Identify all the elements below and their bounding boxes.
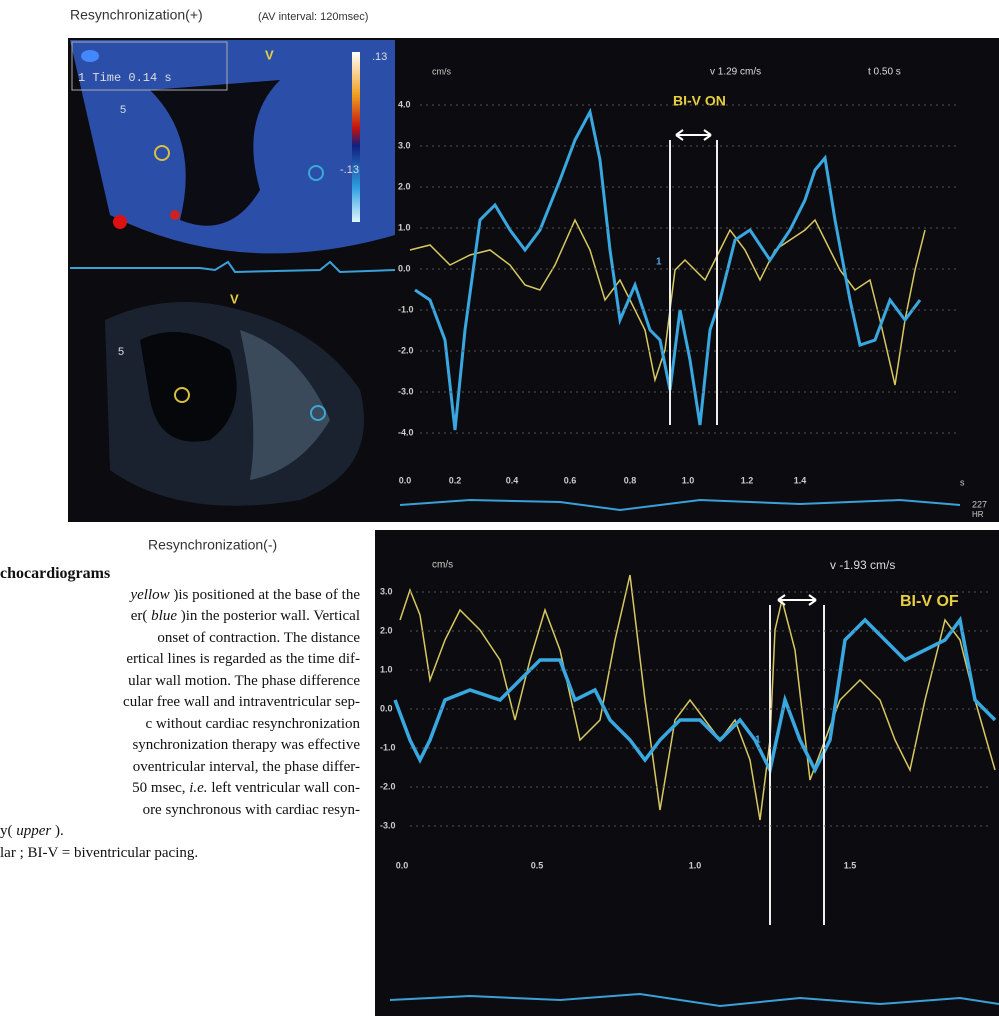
y-tick-label: -1.0 (380, 742, 396, 752)
y-tick-label: -3.0 (398, 386, 414, 396)
caption-term: upper (16, 823, 52, 839)
velocity-chart: cm/s v -1.93 cm/s BI-V OF 1 3.0 2.0 1.0 0.0… (380, 558, 999, 1008)
caption-line: ertical lines is regarded as the time di… (126, 651, 360, 667)
scale-min: -.13 (340, 164, 359, 176)
caption-text: ). (55, 823, 64, 839)
caption-term: yellow (130, 586, 170, 603)
caption-line: onset of contraction. The distance (157, 629, 360, 646)
caption-line: er( blue )in the posterior wall. Vertica… (0, 606, 360, 628)
heart-rate: 227 (972, 499, 987, 509)
y-tick-label: -4.0 (398, 427, 414, 437)
caption-line: oventricular interval, the phase differ- (132, 758, 360, 775)
y-tick-label: -1.0 (398, 304, 414, 314)
y-tick-label: -2.0 (380, 781, 396, 791)
x-tick-label: 1.4 (794, 475, 807, 485)
x-unit: s (960, 477, 965, 487)
x-tick-label: 1.5 (844, 860, 857, 870)
cursor-velocity: v 1.29 cm/s (710, 67, 761, 78)
y-tick-label: 2.0 (398, 181, 411, 191)
marker: 1 (656, 257, 662, 268)
x-tick-label: 0.4 (506, 475, 519, 485)
heart-rate-unit: HR (972, 510, 984, 519)
cursor-time: t 0.50 s (868, 67, 901, 78)
y-tick-label: 3.0 (380, 586, 393, 596)
caption-text: left ventricular wall con- (211, 780, 360, 796)
caption-line: synchronization therapy was effective (132, 737, 360, 753)
y-tick-label: 0.0 (398, 263, 411, 273)
x-tick-label: 1.0 (689, 860, 702, 870)
view-label: V (265, 47, 274, 62)
unit: cm/s (432, 560, 453, 571)
caption-text: )is positioned at the base of the (173, 586, 360, 603)
caption-line: cular free wall and intraventricular sep… (123, 694, 360, 710)
y-tick-label: -2.0 (398, 345, 414, 355)
yellow-curve (409, 218, 926, 386)
caption-line: ore synchronous with cardiac resyn- (142, 801, 360, 818)
caption-text: y( (0, 823, 13, 839)
x-tick-label: 0.0 (396, 860, 409, 870)
y-tick-label: 0.0 (380, 703, 393, 713)
caption-line: y( upper ). (0, 821, 360, 843)
blue-curve (393, 615, 997, 776)
x-tick-label: 0.0 (399, 475, 412, 485)
caption-line: ular wall motion. The phase difference (128, 672, 360, 689)
caption-line: 50 msec, i.e. left ventricular wall con- (0, 778, 360, 800)
caption-term: i.e. (189, 780, 208, 796)
y-tick-label: 3.0 (398, 140, 411, 150)
x-tick-label: 1.2 (741, 475, 754, 485)
cursor-velocity: v -1.93 cm/s (830, 558, 895, 572)
cavity (150, 80, 280, 226)
y-tick-label: 2.0 (380, 625, 393, 635)
y-tick-label: 4.0 (398, 99, 411, 109)
y-tick-label: 1.0 (380, 664, 393, 674)
caption-line: c without cardiac resynchronization (145, 715, 361, 732)
y-tick-label: -3.0 (380, 820, 396, 830)
caption-term: blue (151, 608, 177, 624)
y-tick-label: 1.0 (398, 222, 411, 232)
caption: chocardiograms yellow )is positioned at … (0, 563, 360, 864)
caption-line: yellow )is positioned at the base of the (0, 585, 360, 607)
x-tick-label: 0.5 (531, 860, 544, 870)
x-tick-label: 0.6 (564, 475, 577, 485)
caption-text: 50 msec, (132, 780, 186, 796)
caption-heading: chocardiograms (0, 565, 111, 582)
subtitle: (AV interval: 120msec) (258, 11, 368, 23)
lower-title: Resynchronization(-) (148, 537, 277, 553)
caption-line: lar ; BI-V = biventricular pacing. (0, 844, 199, 861)
title: Resynchronization(+) (70, 7, 203, 23)
caption-text: er( (130, 608, 148, 624)
velocity-chart: cm/s v 1.29 cm/s t 0.50 s BI-V ON 1 s 22… (398, 66, 987, 519)
yellow-curve (399, 574, 996, 821)
segment-label: 5 (120, 104, 126, 116)
x-tick-label: 0.8 (624, 475, 637, 485)
marker: 1 (755, 735, 761, 746)
x-tick-label: 0.2 (449, 475, 462, 485)
unit: cm/s (432, 66, 451, 76)
mode-label: BI-V OF (900, 593, 959, 610)
view-label: V (230, 291, 239, 306)
scale-max: .13 (372, 51, 387, 63)
lower-panel (375, 530, 999, 1016)
time-label: 1 Time 0.14 s (78, 71, 172, 85)
caption-text: )in the posterior wall. Vertical (180, 608, 360, 624)
x-tick-label: 1.0 (682, 475, 695, 485)
mode-label: BI-V ON (673, 93, 726, 109)
segment-label: 5 (118, 346, 124, 358)
